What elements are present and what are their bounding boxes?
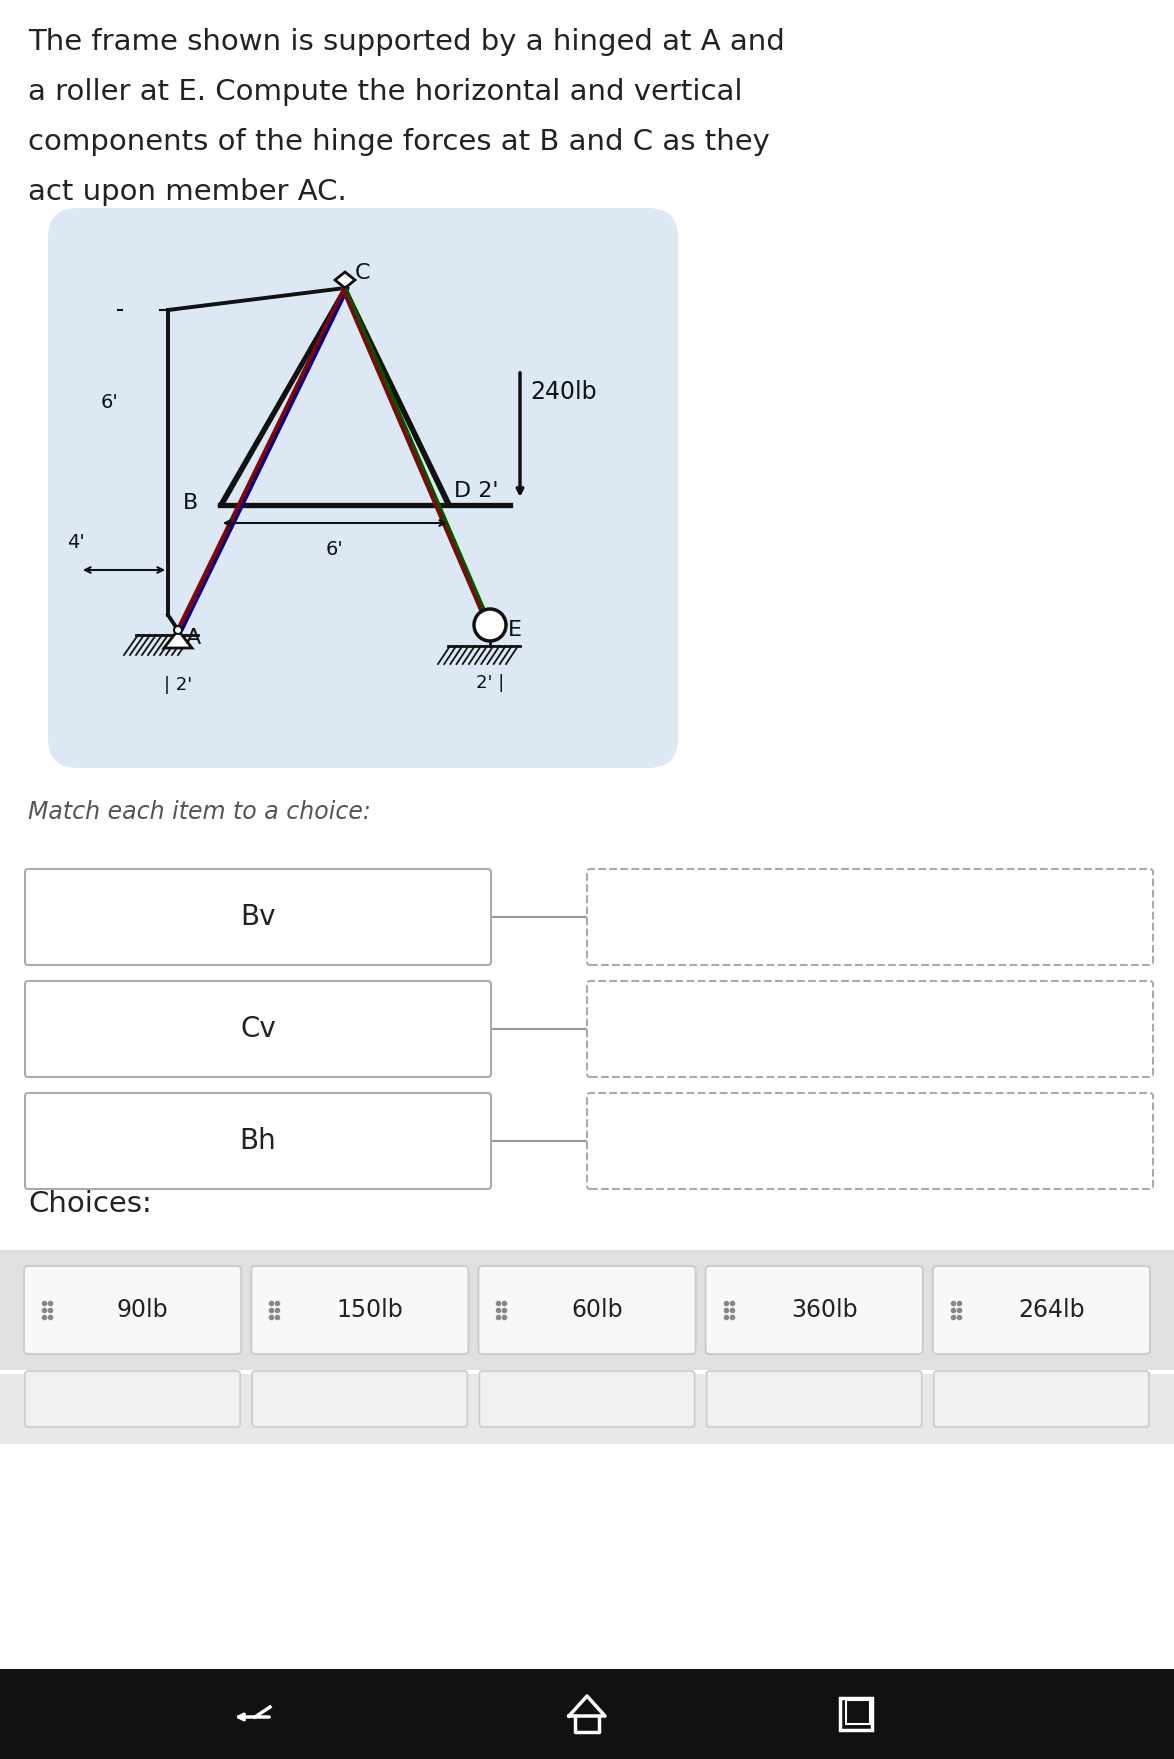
FancyBboxPatch shape [706,1266,923,1354]
Text: Bh: Bh [239,1128,276,1156]
Text: components of the hinge forces at B and C as they: components of the hinge forces at B and … [28,128,770,157]
FancyBboxPatch shape [707,1370,922,1427]
FancyBboxPatch shape [478,1266,696,1354]
Text: 90lb: 90lb [116,1298,168,1323]
FancyBboxPatch shape [25,869,491,966]
Text: 264lb: 264lb [1018,1298,1085,1323]
Circle shape [174,626,182,633]
Text: B: B [183,493,198,514]
Text: a roller at E. Compute the horizontal and vertical: a roller at E. Compute the horizontal an… [28,77,742,106]
Text: | 2': | 2' [164,675,193,695]
Text: 2' |: 2' | [475,674,505,691]
Text: D 2': D 2' [454,480,499,501]
Text: A: A [185,628,201,647]
Text: E: E [508,619,522,640]
Text: 360lb: 360lb [791,1298,857,1323]
Bar [0,1669,1174,1759]
FancyBboxPatch shape [48,208,679,769]
Bar [846,1699,870,1724]
Text: 4': 4' [67,533,85,552]
FancyBboxPatch shape [587,1092,1153,1189]
FancyBboxPatch shape [0,1374,1174,1444]
FancyBboxPatch shape [25,1370,241,1427]
Text: Cv: Cv [241,1015,276,1043]
Polygon shape [164,630,193,647]
Text: 60lb: 60lb [572,1298,623,1323]
FancyBboxPatch shape [933,1266,1151,1354]
FancyBboxPatch shape [0,1251,1174,1370]
Text: 6': 6' [100,392,119,412]
Text: Bv: Bv [241,902,276,931]
Circle shape [474,609,506,640]
FancyBboxPatch shape [587,869,1153,966]
FancyBboxPatch shape [25,1092,491,1189]
FancyBboxPatch shape [933,1370,1149,1427]
FancyBboxPatch shape [479,1370,695,1427]
Polygon shape [335,273,355,288]
FancyBboxPatch shape [251,1266,468,1354]
Text: The frame shown is supported by a hinged at A and: The frame shown is supported by a hinged… [28,28,784,56]
Text: 240lb: 240lb [529,380,596,405]
FancyBboxPatch shape [587,982,1153,1077]
FancyBboxPatch shape [23,1266,241,1354]
Text: Choices:: Choices: [28,1191,151,1217]
Text: Match each item to a choice:: Match each item to a choice: [28,800,371,823]
FancyBboxPatch shape [25,982,491,1077]
FancyBboxPatch shape [252,1370,467,1427]
Bar [841,1697,872,1731]
Text: C: C [355,264,371,283]
Text: 150lb: 150lb [337,1298,403,1323]
Text: 6': 6' [326,540,344,559]
Text: act upon member AC.: act upon member AC. [28,178,346,206]
